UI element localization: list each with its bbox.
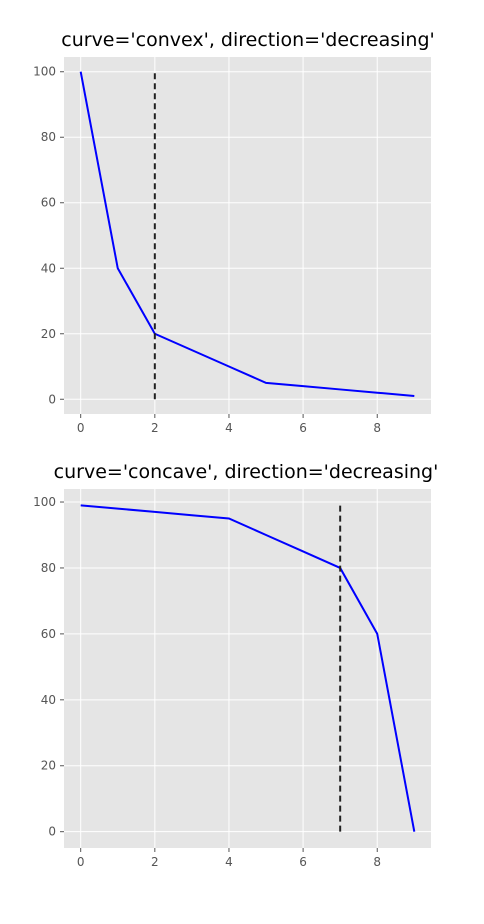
grid-lines [64,489,431,848]
y-tick-label: 20 [41,327,56,341]
x-tick-label: 4 [225,421,233,435]
x-tick-label: 2 [151,421,159,435]
x-tick-label: 4 [225,855,233,869]
y-tick-label: 40 [41,693,56,707]
y-tick-label: 0 [48,825,56,839]
y-tick-label: 20 [41,759,56,773]
y-axis: 0 20 40 60 80 100 [33,65,64,406]
chart-title: curve='convex', direction='decreasing' [61,29,434,51]
x-tick-label: 0 [77,421,85,435]
convex-decreasing-chart: curve='convex', direction='decreasing' 0… [33,29,435,435]
y-tick-label: 80 [41,561,56,575]
x-tick-label: 6 [299,421,307,435]
chart-title: curve='concave', direction='decreasing' [54,461,439,483]
series [79,71,415,397]
concave-decreasing-chart: curve='concave', direction='decreasing' … [33,461,438,869]
x-axis: 0 2 4 6 8 [77,848,381,869]
y-tick-label: 60 [41,196,56,210]
y-axis: 0 20 40 60 80 100 [33,495,64,839]
x-tick-label: 6 [299,855,307,869]
y-tick-label: 100 [33,65,56,79]
y-tick-label: 80 [41,130,56,144]
x-tick-label: 8 [373,855,381,869]
y-tick-label: 60 [41,627,56,641]
series [80,504,416,832]
x-tick-label: 2 [151,855,159,869]
x-axis: 0 2 4 6 8 [77,414,381,435]
x-tick-label: 0 [77,855,85,869]
series-line [79,71,415,397]
y-tick-label: 100 [33,495,56,509]
plot-area [64,57,431,414]
y-tick-label: 40 [41,261,56,275]
series-line [80,504,416,832]
y-tick-label: 0 [48,392,56,406]
x-tick-label: 8 [373,421,381,435]
plot-area [64,489,431,848]
